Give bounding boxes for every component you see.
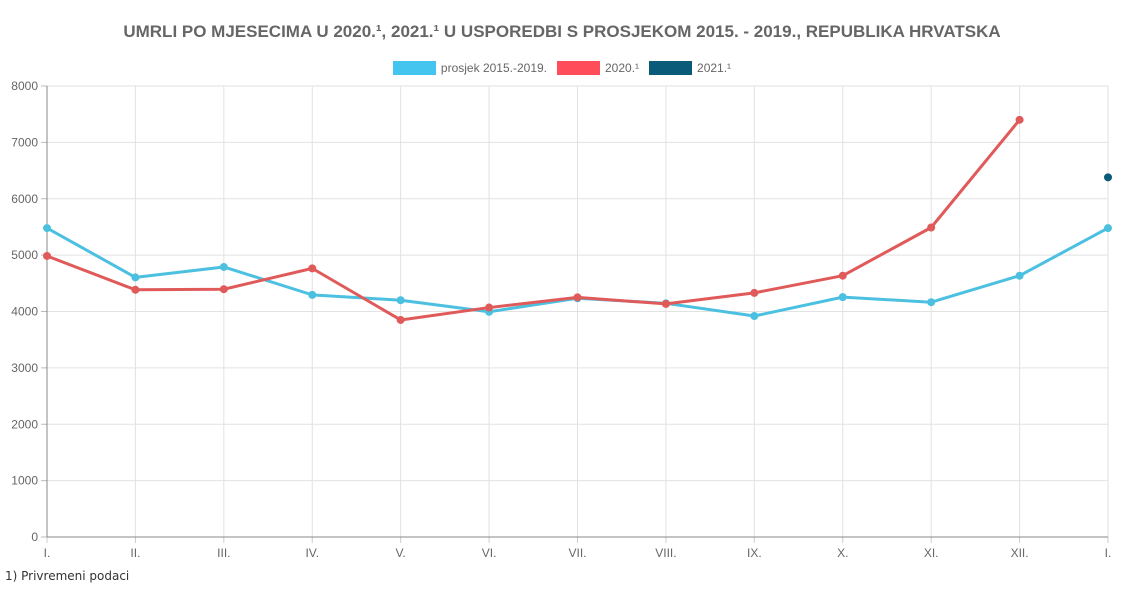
x-tick-label: VIII. [655,546,676,560]
x-tick-label: IV. [305,546,319,560]
data-point-1 [927,223,936,232]
data-point-1 [661,299,670,308]
x-tick-label: VI. [482,546,497,560]
series-group [43,115,1112,324]
data-point-0 [43,224,51,233]
y-tick-label: 0 [31,530,38,544]
data-point-1 [43,251,51,260]
x-tick-label: IX. [747,546,762,560]
data-point-1 [573,293,582,302]
y-tick-label: 4000 [11,305,38,319]
legend-label-avg: prosjek 2015.-2019. [440,61,547,75]
x-tick-label: VII. [568,546,586,560]
data-point-0 [1015,271,1024,280]
y-tick-label: 6000 [11,192,38,206]
legend-swatch-avg [392,61,436,75]
footnote: 1) Privremeni podaci [5,569,130,583]
chart-title: UMRLI PO MJESECIMA U 2020.¹, 2021.¹ U US… [123,22,1001,41]
x-tick-label: XI. [924,546,939,560]
legend-label-2020: 2020.¹ [605,61,640,75]
axes [46,86,1108,538]
data-point-1 [308,264,317,273]
data-point-1 [485,303,494,312]
data-point-0 [838,293,847,302]
legend-item-avg[interactable]: prosjek 2015.-2019. [392,61,547,75]
data-point-1 [219,285,228,294]
data-point-0 [219,262,228,271]
x-tick-label: I. [1105,546,1112,560]
legend: prosjek 2015.-2019. 2020.¹ 2021.¹ [0,61,1124,75]
grid [41,85,1109,543]
x-tick-label: V. [396,546,406,560]
x-tick-label: X. [837,546,848,560]
y-tick-label: 1000 [11,474,38,488]
legend-label-2021: 2021.¹ [697,61,732,75]
data-point-1 [396,315,405,324]
x-tick-label: XII. [1011,546,1029,560]
tick-labels: 0 1000 2000 3000 4000 5000 6000 7000 8000 I. II. II… [11,79,1111,560]
x-tick-label: II. [130,546,140,560]
legend-item-2021[interactable]: 2021.¹ [649,61,731,75]
x-tick-label: III. [217,546,230,560]
y-tick-label: 2000 [11,417,38,431]
legend-swatch-2020 [557,61,600,75]
x-tick-label: I. [44,546,51,560]
data-point-0 [308,290,317,299]
data-point-0 [1104,224,1112,233]
y-tick-label: 8000 [11,79,38,93]
data-point-0 [396,296,405,305]
data-point-1 [838,271,847,280]
y-tick-label: 3000 [11,361,38,375]
data-point-1 [750,288,759,297]
data-point-0 [131,273,140,282]
data-point-1 [131,285,140,294]
data-point-2 [1104,173,1112,182]
legend-item-2020[interactable]: 2020.¹ [557,61,639,75]
y-tick-label: 5000 [11,248,38,262]
data-point-0 [750,312,759,321]
y-tick-label: 7000 [11,135,38,149]
data-point-0 [927,298,936,307]
data-point-1 [1015,115,1024,124]
legend-swatch-2021 [649,61,693,75]
series-line-1 [46,118,1021,322]
